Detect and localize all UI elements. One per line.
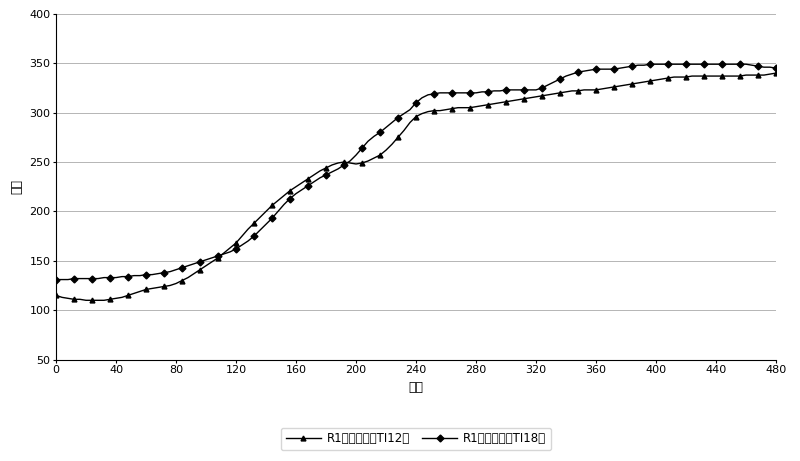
- R1出口温度（TI18）: [219, 251, 229, 257]
- R1出口温度（TI18）: [51, 277, 61, 282]
- R1出口温度（TI18）: [123, 274, 133, 279]
- R1入口温度（TI12）: [51, 293, 61, 298]
- R1入口温度（TI12）: [363, 158, 373, 164]
- R1出口温度（TI18）: [645, 61, 654, 67]
- R1入口温度（TI12）: [730, 73, 739, 79]
- R1入口温度（TI12）: [771, 71, 781, 76]
- R1入口温度（TI12）: [507, 98, 517, 104]
- R1入口温度（TI12）: [130, 290, 139, 296]
- R1入口温度（TI12）: [543, 92, 553, 98]
- R1出口温度（TI18）: [501, 87, 511, 93]
- Legend: R1入口温度（TI12）, R1出口温度（TI18）: R1入口温度（TI12）, R1出口温度（TI18）: [281, 428, 551, 450]
- Line: R1出口温度（TI18）: R1出口温度（TI18）: [54, 62, 778, 282]
- R1入口温度（TI12）: [82, 297, 91, 303]
- R1出口温度（TI18）: [730, 61, 739, 67]
- Line: R1入口温度（TI12）: R1入口温度（TI12）: [54, 71, 778, 303]
- R1出口温度（TI18）: [357, 145, 366, 151]
- R1出口温度（TI18）: [771, 65, 781, 71]
- R1出口温度（TI18）: [538, 85, 547, 91]
- X-axis label: 时间: 时间: [409, 381, 423, 394]
- R1入口温度（TI12）: [226, 245, 235, 251]
- Y-axis label: 温度: 温度: [10, 179, 24, 194]
